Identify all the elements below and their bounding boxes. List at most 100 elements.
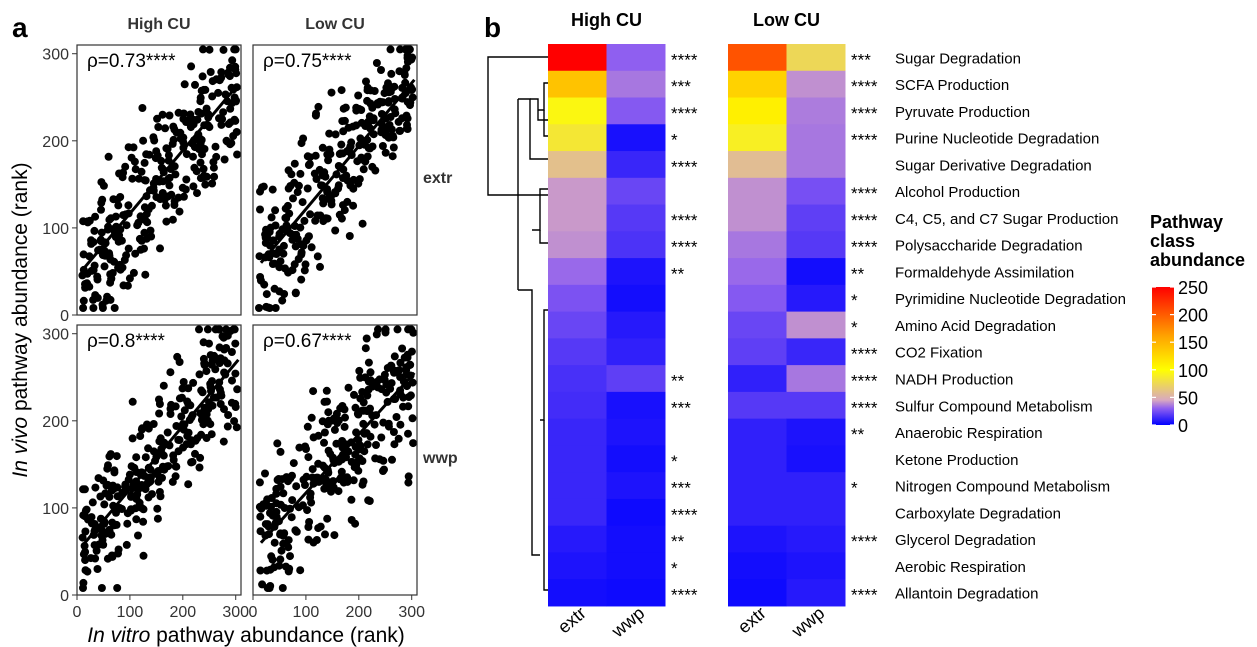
heatmap-cell [786,472,846,500]
scatter-point [364,385,373,394]
heatmap-cell [606,44,666,72]
scatter-point [327,487,335,496]
scatter-point [184,384,193,393]
scatter-point [140,158,149,167]
dendrogram-branch [540,309,548,421]
scatter-point [312,109,320,118]
scatter-point [355,366,364,375]
panel-a: a High CU Low CU extr wwp ρ=0.73**** 0 100 200 3… [9,12,458,647]
scatter-point [288,496,297,505]
scatter-point [196,140,205,149]
heatmap-cell [606,258,666,286]
scatter-point [152,147,161,156]
scatter-point [275,263,284,272]
scatter-point [285,564,294,573]
scatter-point [110,304,119,312]
heatmap-row-label: Nitrogen Compound Metabolism [895,479,1110,496]
heatmap-cell [786,231,846,259]
scatter-point [91,212,100,221]
significance-label: **** [851,345,878,364]
scatter-point [366,404,374,413]
x-tick-label: 0 [73,604,82,621]
dendrogram-branch [543,420,548,591]
heatmap-cell [728,365,787,393]
scatter-point [231,45,240,54]
scatter-point [366,99,375,108]
scatter-facet: ρ=0.8**** 0 100 200 300 0 100 200 300 [42,324,249,621]
scatter-point [293,234,302,243]
scatter-point [186,123,195,132]
scatter-point [182,175,191,184]
scatter-point [205,339,213,348]
scatter-point [356,394,365,403]
scatter-point [180,80,189,89]
scatter-point [124,201,133,210]
scatter-point [389,133,398,142]
heatmap-column-label: wwp [607,603,648,642]
y-tick-label: 300 [42,47,69,64]
scatter-point [384,97,393,106]
scatter-point [381,148,390,157]
scatter-point [284,268,293,277]
scatter-point [214,88,223,97]
scatter-point [175,436,184,444]
heatmap-cell [728,472,787,500]
scatter-point [128,174,137,183]
scatter-point [389,428,398,436]
scatter-point [135,234,144,243]
scatter-point [89,295,98,304]
scatter-facets: High CU Low CU extr wwp ρ=0.73**** 0 100 200 300… [42,16,458,621]
scatter-point [398,344,407,353]
scatter-point [379,456,388,465]
scatter-point [168,477,177,486]
scatter-point [178,393,186,402]
significance-label: * [851,291,858,310]
x-tick-label: 300 [398,604,425,621]
heatmap-cell [728,579,787,607]
scatter-facet: ρ=0.67**** 0 100 200 300 [249,324,425,621]
scatter-point [339,104,348,113]
heatmap-row-label: Carboxylate Degradation [895,505,1061,522]
significance-label: ** [671,372,685,391]
scatter-point [115,504,124,512]
scatter-point [139,136,148,145]
scatter-point [112,452,121,461]
scatter-point [171,402,180,411]
heatmap-cell [786,151,846,179]
significance-label: **** [851,77,878,96]
scatter-point [321,530,329,539]
scatter-point [217,391,226,400]
heatmap-cell [548,97,607,125]
scatter-point [402,45,411,54]
scatter-point [343,197,352,206]
scatter-point [388,455,396,464]
scatter-point [279,539,288,548]
scatter-point [256,512,265,521]
scatter-point [202,367,211,376]
heatmap-cell [786,311,846,339]
scatter-x-axis-label: In vitro pathway abundance (rank) [87,624,405,647]
scatter-point [98,195,107,204]
scatter-point [270,538,279,547]
scatter-point [104,152,113,161]
scatter-point [227,348,236,356]
heatmap-cell [728,338,787,366]
heatmap-row-label: Pyruvate Production [895,104,1030,121]
scatter-point [208,179,217,188]
scatter-point [313,252,322,261]
scatter-point [79,304,88,312]
scatter-point [341,413,349,422]
heatmap-cell [728,418,787,446]
heatmap-cell [606,525,666,553]
scatter-point [217,120,226,129]
scatter-point [303,152,312,161]
scatter-point [163,428,172,437]
scatter-point [199,354,208,363]
scatter-point [403,114,412,123]
heatmap-cell [548,445,607,473]
scatter-point [287,513,296,522]
scatter-point [303,422,312,431]
significance-label: * [671,452,678,471]
scatter-point [153,504,162,513]
